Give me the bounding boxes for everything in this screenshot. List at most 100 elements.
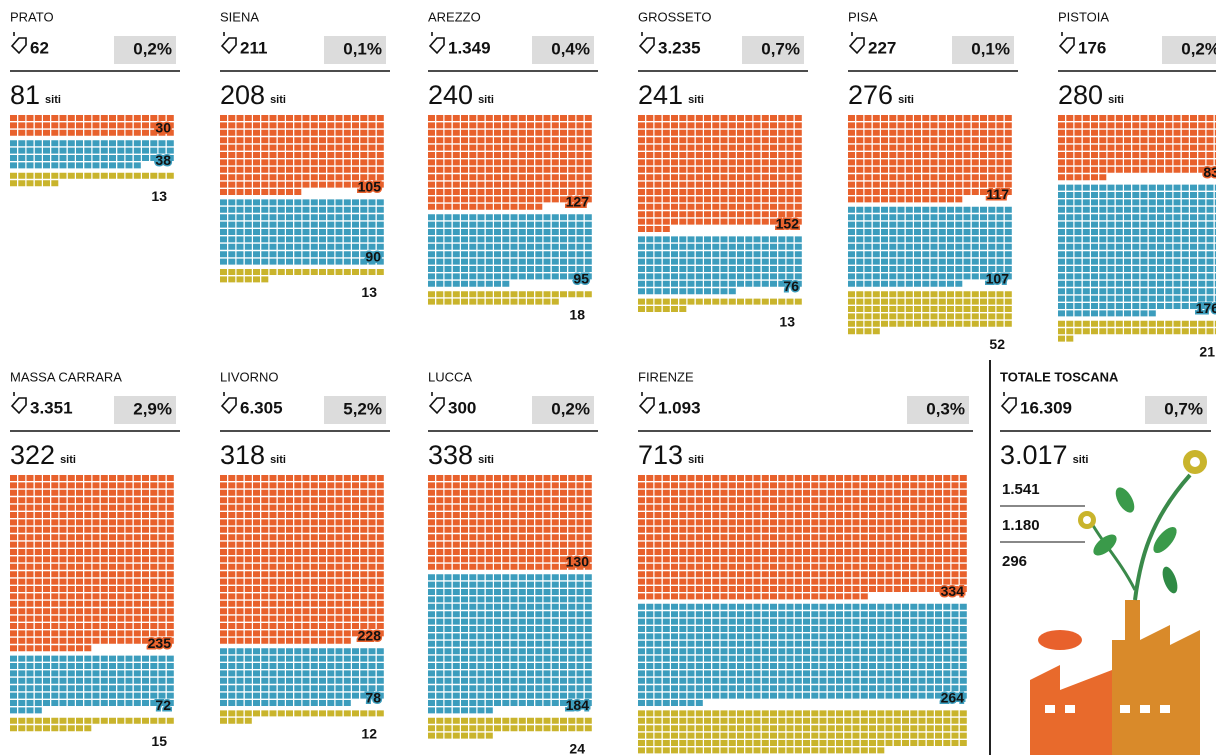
waffle-block	[848, 291, 1012, 334]
share-value: 0,1%	[971, 39, 1010, 58]
total-value: 296	[1002, 553, 1027, 570]
infographic: PRATO620,2%81siti303813SIENA2110,1%208si…	[0, 0, 1216, 755]
waffle-label: 15	[151, 733, 167, 749]
unit: siti	[688, 454, 704, 466]
waffle-block	[220, 475, 384, 644]
share-value: 0,2%	[551, 399, 590, 418]
waffle-label: 176	[1196, 300, 1216, 316]
area-value: 3.351	[30, 398, 73, 417]
total-sites: 241	[638, 80, 683, 110]
unit: siti	[270, 454, 286, 466]
area-value: 300	[448, 398, 476, 417]
waffle-block	[638, 710, 967, 753]
waffle-block	[220, 199, 384, 264]
waffle-label: 264	[941, 690, 965, 706]
waffle-label: 12	[361, 726, 377, 742]
waffle-label: 117	[986, 186, 1009, 202]
share-value: 0,2%	[133, 39, 172, 58]
waffle-block	[638, 115, 802, 232]
waffle-block	[638, 604, 967, 706]
area-value: 16.309	[1020, 398, 1072, 417]
total-sites: 3.017	[1000, 440, 1068, 470]
share-value: 0,7%	[1164, 399, 1203, 418]
waffle-label: 184	[566, 697, 590, 713]
waffle-block	[220, 269, 384, 282]
area-value: 211	[240, 38, 267, 57]
total-value: 1.541	[1002, 481, 1040, 498]
panel-title: PRATO	[10, 9, 54, 24]
total-sites: 208	[220, 80, 265, 110]
area-icon	[222, 392, 236, 413]
waffle-label: 107	[986, 271, 1010, 287]
waffle-label: 52	[989, 336, 1005, 352]
waffle-label: 95	[573, 271, 589, 287]
total-sites: 280	[1058, 80, 1103, 110]
waffle-label: 83	[1203, 164, 1216, 180]
waffle-label: 235	[148, 635, 172, 651]
waffle-block	[1058, 185, 1216, 317]
panel-title: PISA	[848, 9, 878, 24]
share-value: 0,2%	[1181, 39, 1216, 58]
total-sites: 713	[638, 440, 683, 470]
panel-title: LIVORNO	[220, 369, 279, 384]
panel-title: LUCCA	[428, 369, 472, 384]
waffle-block	[1058, 115, 1216, 180]
panel-title: SIENA	[220, 9, 259, 24]
waffle-block	[428, 291, 592, 304]
waffle-label: 127	[566, 194, 590, 210]
unit: siti	[688, 94, 704, 106]
area-icon	[640, 392, 654, 413]
share-value: 2,9%	[133, 399, 172, 418]
total-value: 1.180	[1002, 517, 1040, 534]
waffle-block	[10, 656, 174, 714]
waffle-label: 76	[783, 278, 799, 294]
panel-title: FIRENZE	[638, 369, 694, 384]
waffle-label: 78	[365, 690, 381, 706]
unit: siti	[1073, 454, 1089, 466]
area-icon	[850, 32, 864, 53]
share-value: 0,7%	[761, 39, 800, 58]
share-value: 0,1%	[343, 39, 382, 58]
waffle-block	[638, 236, 802, 294]
waffle-label: 24	[569, 740, 585, 755]
area-value: 3.235	[658, 38, 701, 57]
waffle-block	[638, 299, 802, 312]
waffle-block	[10, 475, 174, 651]
total-sites: 240	[428, 80, 473, 110]
waffle-label: 130	[566, 554, 590, 570]
waffle-label: 30	[155, 120, 171, 136]
waffle-block	[428, 574, 592, 713]
panel-title: GROSSETO	[638, 9, 711, 24]
unit: siti	[60, 454, 76, 466]
unit: siti	[478, 454, 494, 466]
total-sites: 81	[10, 80, 40, 110]
waffle-block	[10, 140, 174, 168]
area-icon	[430, 32, 444, 53]
area-value: 1.349	[448, 38, 491, 57]
waffle-block	[10, 115, 174, 136]
panel-title: MASSA CARRARA	[10, 369, 122, 384]
share-value: 5,2%	[343, 399, 382, 418]
waffle-block	[10, 718, 174, 731]
waffle-block	[638, 475, 967, 599]
total-sites: 322	[10, 440, 55, 470]
waffle-block	[10, 173, 174, 186]
unit: siti	[270, 94, 286, 106]
area-value: 1.093	[658, 398, 701, 417]
area-icon	[430, 392, 444, 413]
waffle-label: 90	[365, 248, 381, 264]
waffle-label: 38	[155, 152, 171, 168]
unit: siti	[478, 94, 494, 106]
waffle-block	[1058, 321, 1216, 342]
panel-title: PISTOIA	[1058, 9, 1109, 24]
waffle-label: 334	[941, 583, 965, 599]
waffle-block	[220, 648, 384, 706]
waffle-label: 72	[155, 697, 171, 713]
area-icon	[222, 32, 236, 53]
waffle-label: 18	[569, 306, 585, 322]
share-value: 0,3%	[926, 399, 965, 418]
area-value: 227	[868, 38, 896, 57]
waffle-block	[220, 710, 384, 723]
area-icon	[12, 392, 26, 413]
total-sites: 338	[428, 440, 473, 470]
